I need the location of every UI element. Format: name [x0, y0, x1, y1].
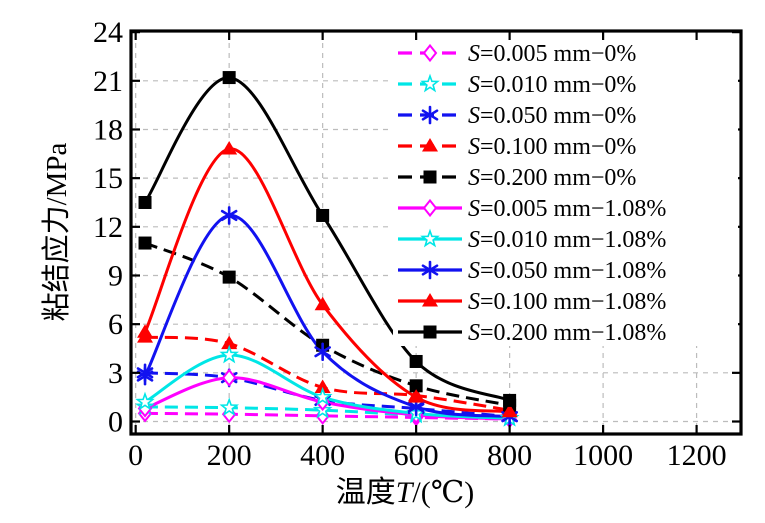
legend-label: S=0.005 mm−0% — [468, 41, 636, 67]
marker-square — [503, 393, 517, 407]
marker-star — [135, 391, 155, 411]
marker-square — [409, 354, 423, 368]
marker-square — [316, 208, 330, 222]
y-tick-label: 9 — [108, 259, 123, 292]
legend-label: S=0.050 mm−1.08% — [468, 258, 666, 284]
marker-square — [423, 325, 437, 339]
marker-triangle — [221, 335, 238, 350]
plot-frame — [129, 29, 743, 436]
y-tick-label: 15 — [93, 162, 123, 195]
legend-label: S=0.100 mm−1.08% — [468, 289, 666, 315]
marker-star — [219, 397, 240, 417]
marker-triangle — [314, 296, 331, 311]
marker-star — [420, 73, 440, 93]
legend-label: S=0.100 mm−0% — [468, 134, 636, 160]
y-axis-title-text: 粘结应力/MPa — [41, 142, 73, 322]
marker-star — [219, 344, 240, 364]
y-tick-label: 21 — [93, 65, 123, 98]
marker-asterisk — [421, 109, 439, 121]
legend-label: S=0.200 mm−0% — [468, 165, 636, 191]
legend-label: S=0.005 mm−1.08% — [468, 196, 666, 222]
legend-label: S=0.200 mm−1.08% — [468, 320, 666, 346]
marker-square — [423, 170, 437, 184]
marker-asterisk — [220, 209, 238, 222]
legend-background — [393, 43, 738, 346]
marker-square — [138, 195, 152, 209]
y-tick-label: 6 — [108, 308, 123, 341]
marker-diamond — [422, 198, 438, 218]
legend-label: S=0.010 mm−1.08% — [468, 227, 666, 253]
x-tick-label: 800 — [487, 439, 532, 472]
marker-square — [409, 379, 423, 393]
marker-triangle — [314, 379, 331, 393]
x-axis-title: 温度T/(℃) — [336, 467, 475, 511]
marker-diamond — [221, 368, 237, 387]
y-axis-title: 粘结应力/MPa — [33, 143, 75, 322]
marker-triangle — [137, 324, 154, 338]
marker-asterisk — [407, 401, 425, 413]
y-tick-label: 24 — [93, 16, 123, 49]
y-tick-label: 0 — [108, 406, 123, 439]
marker-triangle — [408, 389, 425, 403]
y-tick-label: 18 — [93, 113, 123, 146]
y-tick-label: 3 — [108, 357, 123, 390]
marker-square — [138, 236, 152, 250]
legend-label: S=0.010 mm−0% — [468, 72, 636, 98]
marker-square — [222, 270, 236, 284]
series-line-8 — [143, 147, 510, 414]
marker-asterisk — [136, 370, 154, 382]
marker-diamond — [422, 43, 438, 63]
x-tick-label: 600 — [394, 439, 439, 472]
marker-triangle — [221, 140, 238, 155]
marker-star — [312, 386, 333, 406]
x-tick-label: 200 — [207, 439, 252, 472]
marker-triangle — [422, 138, 438, 152]
marker-triangle — [422, 293, 438, 307]
marker-star — [420, 228, 440, 248]
marker-asterisk — [314, 346, 331, 358]
marker-asterisk — [421, 264, 439, 276]
x-tick-label: 400 — [300, 439, 345, 472]
x-tick-label: 1000 — [573, 439, 633, 472]
x-tick-label: 0 — [128, 439, 143, 472]
marker-triangle — [501, 403, 518, 418]
x-axis-title-prefix: 温度 — [335, 476, 396, 509]
x-axis-title-symbol: T — [395, 476, 413, 509]
x-tick-label: 1200 — [667, 439, 727, 472]
x-axis-title-suffix: /(℃) — [412, 476, 475, 509]
series-line-7 — [143, 213, 510, 419]
y-tick-label: 12 — [93, 211, 123, 244]
marker-square — [222, 71, 236, 85]
legend-label: S=0.050 mm−0% — [468, 103, 636, 129]
